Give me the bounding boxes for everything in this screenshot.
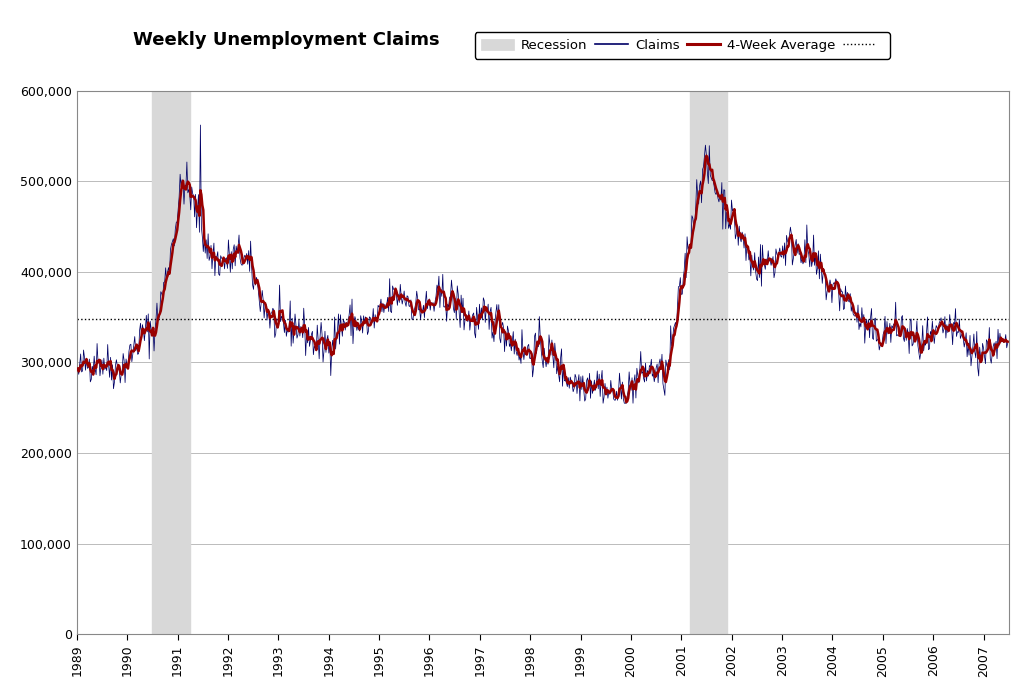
Legend: Recession, Claims, 4-Week Average, : Recession, Claims, 4-Week Average, [475,32,890,59]
Bar [153,91,189,634]
Line: Claims: Claims [78,125,1008,403]
Bar [689,91,727,634]
Line: 4-Week Average: 4-Week Average [78,155,1008,402]
Text: Weekly Unemployment Claims: Weekly Unemployment Claims [133,31,439,49]
